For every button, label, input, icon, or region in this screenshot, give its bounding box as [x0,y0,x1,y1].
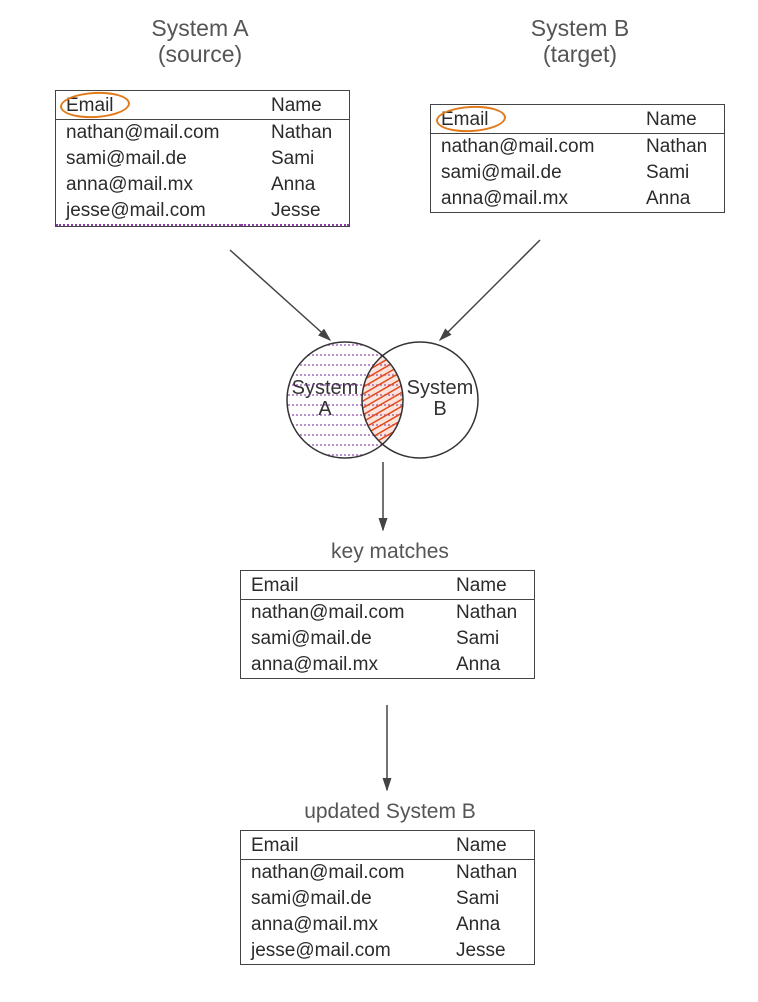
venn-right-label: System B [400,378,480,420]
table-cell: Nathan [426,860,534,887]
table-row: nathan@mail.comNathan [431,134,724,161]
system-b-title: System B (target) [470,15,690,68]
table-cell: Nathan [616,134,724,161]
system-b-table: EmailNamenathan@mail.comNathansami@mail.… [430,104,725,213]
table-row: jesse@mail.comJesse [241,938,534,964]
table-row: nathan@mail.comNathan [241,600,534,627]
table-cell: Jesse [426,938,534,964]
table-row: sami@mail.deSami [241,886,534,912]
table-cell: anna@mail.mx [241,652,426,678]
table-row: anna@mail.mxAnna [431,186,724,212]
column-header: Email [241,571,426,600]
column-header: Name [426,571,534,600]
column-header: Email [56,91,241,120]
table-cell: Nathan [241,120,349,147]
key-matches-label: key matches [300,540,480,564]
table-cell: Anna [426,912,534,938]
venn-left-label: System A [285,378,365,420]
updated-b-label: updated System B [280,800,500,824]
table-cell: jesse@mail.com [241,938,426,964]
column-header: Name [241,91,349,120]
table-cell: sami@mail.de [241,626,426,652]
table-row: anna@mail.mxAnna [241,652,534,678]
table-row: sami@mail.deSami [241,626,534,652]
table-cell: sami@mail.de [241,886,426,912]
key-matches-table: EmailNamenathan@mail.comNathansami@mail.… [240,570,535,679]
arrow-b-to-venn [440,240,540,340]
table-cell: Nathan [426,600,534,627]
system-a-title: System A (source) [90,15,310,68]
table-cell: nathan@mail.com [241,860,426,887]
table-cell: nathan@mail.com [241,600,426,627]
table-row: sami@mail.deSami [431,160,724,186]
table-cell: anna@mail.mx [241,912,426,938]
table-row: anna@mail.mxAnna [241,912,534,938]
column-header: Email [241,831,426,860]
arrow-a-to-venn [230,250,330,340]
table-cell: Anna [241,172,349,198]
table-cell: anna@mail.mx [56,172,241,198]
table-row: nathan@mail.comNathan [56,120,349,147]
table-row: jesse@mail.comJesse [56,198,349,225]
table-cell: Anna [426,652,534,678]
table-cell: sami@mail.de [431,160,616,186]
system-a-table: EmailNamenathan@mail.comNathansami@mail.… [55,90,350,227]
table-cell: Jesse [241,198,349,225]
column-header: Name [426,831,534,860]
updated-b-table: EmailNamenathan@mail.comNathansami@mail.… [240,830,535,965]
table-row: sami@mail.deSami [56,146,349,172]
table-cell: Sami [426,626,534,652]
table-row: anna@mail.mxAnna [56,172,349,198]
table-cell: sami@mail.de [56,146,241,172]
table-cell: nathan@mail.com [431,134,616,161]
table-cell: jesse@mail.com [56,198,241,225]
table-cell: anna@mail.mx [431,186,616,212]
table-cell: Sami [616,160,724,186]
table-cell: nathan@mail.com [56,120,241,147]
diagram-canvas: System A (source) System B (target) Emai… [0,0,758,1002]
column-header: Email [431,105,616,134]
column-header: Name [616,105,724,134]
table-row: nathan@mail.comNathan [241,860,534,887]
table-cell: Sami [426,886,534,912]
table-cell: Anna [616,186,724,212]
table-cell: Sami [241,146,349,172]
